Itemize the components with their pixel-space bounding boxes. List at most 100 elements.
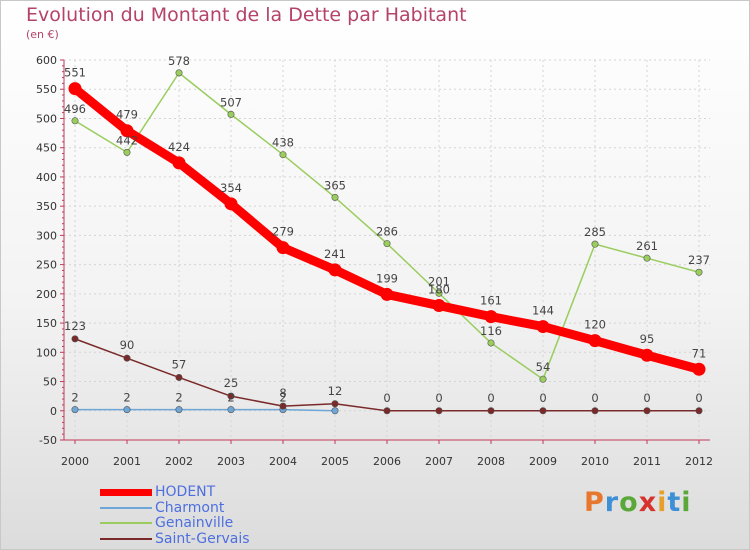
series-line [74,408,336,412]
x-tick-label: 2004 [269,455,297,468]
y-tick-label: 400 [36,171,57,184]
data-label: 241 [324,247,346,261]
data-label: 279 [272,225,294,239]
legend-item-charmont: Charmont [100,500,224,516]
data-label: 365 [324,178,346,192]
x-tick-label: 2008 [477,455,505,468]
data-label: 496 [64,102,86,116]
y-tick-label: 600 [36,54,57,67]
legend-item-genainville: Genainville [100,515,233,531]
data-label: 0 [539,391,546,405]
data-point [71,117,79,125]
chart-subtitle: (en €) [26,28,59,41]
legend-swatch [100,538,152,540]
data-label: 354 [220,181,242,195]
data-label: 123 [64,319,86,333]
y-tick-label: 0 [50,405,57,418]
data-label: 0 [695,391,702,405]
x-tick-label: 2006 [373,455,401,468]
data-label: 551 [64,66,86,80]
data-label: 578 [168,54,190,68]
data-point [175,69,183,77]
data-point [175,406,183,414]
data-point [123,148,131,156]
logo-letter: r [604,487,620,518]
data-label: 180 [428,283,450,297]
data-point [643,254,651,262]
proxiti-logo: Proxiti [584,487,692,518]
data-point [435,289,443,297]
data-point [432,299,446,313]
logo-letter: i [681,487,692,518]
data-label: 2 [227,391,234,405]
data-label: 57 [172,357,187,371]
data-label: 199 [376,271,398,285]
data-point [640,348,654,362]
data-label: 237 [688,253,710,267]
data-label: 54 [536,360,551,374]
data-point [383,240,391,248]
grid [64,59,710,441]
data-label: 424 [168,140,190,154]
x-tick-label: 2003 [217,455,245,468]
data-label: 0 [643,391,650,405]
data-label: 161 [480,294,502,308]
legend-label: HODENT [155,484,216,500]
data-label: 120 [584,318,606,332]
data-label: 144 [532,304,554,318]
logo-letter: i [657,487,668,518]
data-point [695,407,703,415]
data-point [328,263,342,277]
data-label: 442 [116,133,138,147]
chart-title: Evolution du Montant de la Dette par Hab… [26,4,467,26]
y-tick-label: 350 [36,200,57,213]
data-label: 479 [116,108,138,122]
logo-letter: o [619,487,639,518]
data-point [279,151,287,159]
data-label: 438 [272,136,294,150]
legend-label: Genainville [155,515,234,531]
legend-item-saint-gervais: Saint-Gervais [100,531,250,547]
data-point [71,335,79,343]
data-label: 0 [487,391,494,405]
y-tick-label: 250 [36,259,57,272]
y-tick-label: 550 [36,83,57,96]
legend-label: Saint-Gervais [155,531,250,547]
data-point [539,407,547,415]
data-label: 2 [175,391,182,405]
data-label: 507 [220,95,242,109]
data-point [120,124,134,138]
data-point [435,407,443,415]
y-tick-label: 150 [36,317,57,330]
logo-letter: t [667,487,682,518]
x-tick-label: 2012 [685,455,713,468]
data-label: 90 [120,338,135,352]
data-point [588,334,602,348]
y-tick-label: 200 [36,288,57,301]
series-saint-gervais [71,335,703,415]
data-point [71,406,79,414]
series-genainville [71,69,703,383]
data-label: 12 [328,384,343,398]
y-tick-label: 50 [43,376,57,389]
data-label: 285 [584,225,606,239]
data-label: 25 [224,376,239,390]
x-tick-label: 2000 [61,455,89,468]
data-label: 0 [435,391,442,405]
data-point [692,362,706,376]
data-label: 286 [376,225,398,239]
data-point [279,402,287,410]
data-point [175,373,183,381]
y-tick-label: 100 [36,346,57,359]
y-tick-label: 450 [36,142,57,155]
data-point [172,156,186,170]
data-point [643,407,651,415]
legend-swatch [100,488,152,496]
x-tick-label: 2011 [633,455,661,468]
data-point [383,407,391,415]
series [68,69,706,415]
data-point [227,392,235,400]
data-label: 2 [279,391,286,405]
